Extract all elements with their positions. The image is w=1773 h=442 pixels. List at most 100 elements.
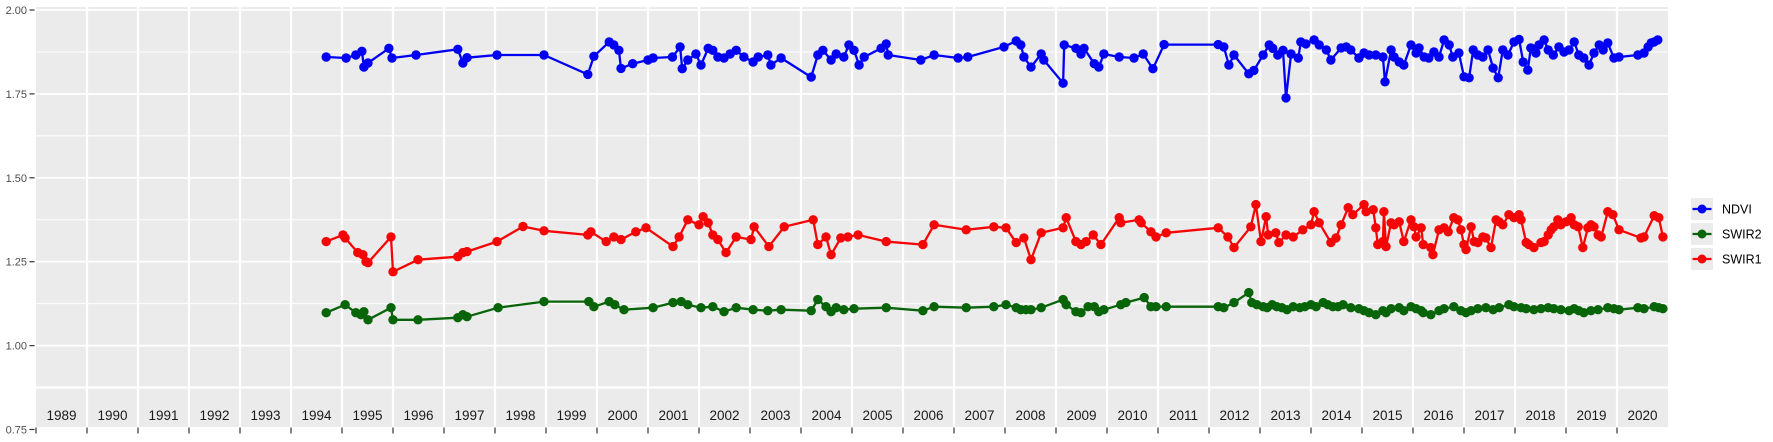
data-point-swir1 [813, 239, 823, 250]
data-point-swir2 [1418, 308, 1428, 318]
y-axis-label: 1.25 [6, 257, 27, 269]
data-point-swir2 [539, 296, 549, 307]
data-point-ndvi [1483, 45, 1493, 55]
data-point-swir1 [808, 215, 818, 225]
data-point-ndvi [1523, 65, 1533, 75]
data-point-swir1 [413, 255, 423, 265]
year-strip-label: 1999 [556, 408, 586, 423]
data-point-ndvi [1564, 45, 1574, 55]
data-point-ndvi [492, 50, 502, 60]
data-point-ndvi [1364, 50, 1374, 60]
data-point-swir1 [836, 233, 846, 243]
data-point-ndvi [1114, 52, 1124, 62]
data-point-swir1 [703, 218, 713, 228]
data-point-ndvi [384, 43, 394, 53]
data-point-ndvi [1598, 45, 1608, 55]
data-point-swir2 [1121, 297, 1131, 308]
data-point-swir2 [683, 300, 693, 310]
year-strip-label: 2018 [1525, 408, 1555, 423]
data-point-ndvi [1321, 45, 1332, 55]
year-strip-label: 2000 [607, 408, 637, 423]
data-point-swir2 [719, 307, 729, 317]
data-point-ndvi [1493, 73, 1503, 83]
data-point-swir1 [853, 230, 863, 240]
data-point-swir1 [1213, 223, 1223, 233]
data-point-ndvi [1016, 40, 1026, 50]
data-point-swir1 [1081, 236, 1091, 247]
data-point-swir1 [779, 222, 789, 232]
data-point-swir2 [359, 307, 369, 317]
data-point-ndvi [648, 53, 658, 63]
data-point-ndvi [1503, 50, 1513, 60]
data-point-ndvi [731, 45, 741, 55]
data-point-ndvi [831, 49, 841, 59]
data-point-ndvi [1019, 52, 1029, 62]
data-point-swir2 [1658, 304, 1668, 314]
data-point-swir1 [1566, 213, 1576, 223]
data-point-swir2 [1311, 302, 1321, 312]
data-point-ndvi [321, 52, 331, 62]
data-point-swir1 [1298, 225, 1308, 235]
data-point-swir2 [731, 303, 741, 313]
year-strip-label: 2004 [811, 408, 842, 423]
data-point-ndvi [628, 59, 638, 69]
data-point-ndvi [1039, 55, 1049, 65]
data-point-swir1 [1516, 215, 1526, 225]
data-point-ndvi [1286, 49, 1296, 59]
data-point-ndvi [1444, 40, 1454, 50]
y-axis: 2.00 1.75 1.50 1.25 1.00 0.75 [6, 5, 35, 437]
data-point-ndvi [589, 51, 599, 61]
data-point-ndvi [1058, 78, 1068, 88]
data-point-ndvi [1464, 73, 1474, 83]
data-point-ndvi [1346, 45, 1356, 55]
data-point-ndvi [453, 44, 463, 54]
data-point-swir1 [674, 232, 684, 242]
data-point-swir2 [610, 300, 620, 310]
year-strip-label: 2006 [913, 408, 943, 423]
legend-key-point [1697, 254, 1707, 264]
data-point-swir2 [1244, 287, 1254, 298]
data-point-swir2 [831, 303, 841, 313]
data-point-ndvi [1399, 60, 1409, 70]
data-point-swir1 [821, 232, 831, 242]
year-strip-label: 2010 [1117, 408, 1147, 423]
legend-label: SWIR1 [1722, 253, 1762, 267]
data-point-swir1 [586, 227, 596, 237]
data-point-swir2 [493, 303, 503, 313]
data-point-swir2 [619, 305, 629, 315]
year-strip-label: 2003 [760, 408, 790, 423]
data-point-swir2 [1579, 308, 1589, 318]
data-point-ndvi [1579, 53, 1589, 63]
year-strip-label: 2014 [1321, 408, 1352, 423]
year-strip-label: 1991 [148, 408, 178, 423]
data-point-swir2 [929, 302, 939, 312]
data-point-swir1 [694, 220, 704, 230]
data-point-swir2 [1586, 306, 1596, 316]
data-point-swir1 [881, 236, 891, 247]
data-point-ndvi [1148, 63, 1158, 74]
data-point-swir2 [1001, 300, 1011, 310]
legend-label: NDVI [1722, 203, 1752, 217]
data-point-swir1 [1256, 236, 1266, 247]
data-point-swir1 [1371, 223, 1381, 233]
data-point-ndvi [1258, 50, 1268, 60]
data-point-swir2 [1509, 302, 1519, 312]
data-point-swir2 [918, 306, 928, 316]
data-point-ndvi [1314, 40, 1324, 50]
series-ndvi [321, 34, 1663, 103]
y-axis-label: 2.00 [6, 5, 27, 17]
data-point-swir2 [1161, 302, 1171, 312]
data-point-swir2 [1426, 310, 1436, 320]
data-point-ndvi [1589, 48, 1599, 58]
data-point-swir1 [1461, 244, 1471, 255]
data-point-ndvi [1380, 77, 1390, 87]
year-strip-label: 2013 [1270, 408, 1300, 423]
data-point-swir2 [1099, 305, 1109, 315]
data-point-swir2 [748, 305, 758, 315]
data-point-ndvi [839, 52, 849, 62]
data-point-ndvi [1293, 53, 1304, 63]
data-point-swir1 [1573, 222, 1583, 232]
data-point-ndvi [883, 50, 893, 60]
year-strip-label: 2016 [1423, 408, 1453, 423]
data-point-swir1 [1639, 232, 1649, 242]
